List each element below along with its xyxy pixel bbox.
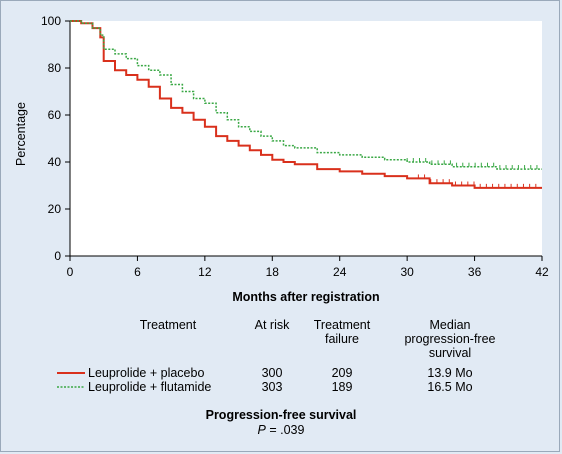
row-median: 16.5 Mo	[427, 380, 473, 394]
y-axis-title: Percentage	[14, 102, 28, 166]
plot-background	[70, 21, 542, 256]
header-median-line3: survival	[428, 346, 472, 360]
y-tick-label: 0	[54, 249, 61, 263]
row-failure: 189	[331, 380, 353, 394]
x-tick-label: 12	[198, 265, 212, 279]
header-treatment-failure-line1: Treatment	[313, 318, 371, 332]
header-treatment: Treatment	[139, 318, 197, 332]
footer-title: Progression-free survival	[0, 408, 562, 423]
footer-p-value: P = .039	[0, 423, 562, 438]
x-tick-label: 36	[468, 265, 482, 279]
y-tick-label: 20	[48, 202, 62, 216]
row-at-risk: 303	[261, 380, 283, 394]
x-tick-label: 0	[67, 265, 74, 279]
x-tick-label: 24	[333, 265, 347, 279]
x-tick-label: 30	[400, 265, 414, 279]
row-at-risk: 300	[261, 366, 283, 380]
legend-swatch-flutamide	[57, 386, 85, 388]
x-tick-label: 18	[266, 265, 280, 279]
y-tick-label: 100	[41, 14, 61, 28]
x-tick-label: 42	[535, 265, 549, 279]
row-treatment: Leuprolide + flutamide	[88, 380, 212, 394]
p-value-text: = .039	[265, 423, 305, 437]
plot-area: 0 20 40 60 80 100 0 6 12 18 24 30 36 42	[41, 14, 549, 279]
header-treatment-failure-line2: failure	[324, 332, 360, 346]
header-median-line1: Median	[429, 318, 471, 332]
p-symbol: P	[257, 423, 266, 437]
x-tick-label: 6	[134, 265, 141, 279]
y-tick-label: 80	[48, 61, 62, 75]
footer-title-text: Progression-free survival	[205, 408, 357, 422]
row-failure: 209	[331, 366, 353, 380]
survival-chart: 0 20 40 60 80 100 0 6 12 18 24 30 36 42 Percentage Mo…	[14, 14, 549, 304]
y-tick-label: 40	[48, 155, 62, 169]
legend-swatch-placebo	[57, 372, 85, 374]
header-median-line2: progression-free	[404, 332, 496, 346]
row-treatment: Leuprolide + placebo	[88, 366, 205, 380]
row-median: 13.9 Mo	[427, 366, 473, 380]
y-tick-label: 60	[48, 108, 62, 122]
header-at-risk: At risk	[254, 318, 290, 332]
series-line-placebo	[70, 20, 542, 189]
x-axis-title: Months after registration	[232, 290, 379, 304]
